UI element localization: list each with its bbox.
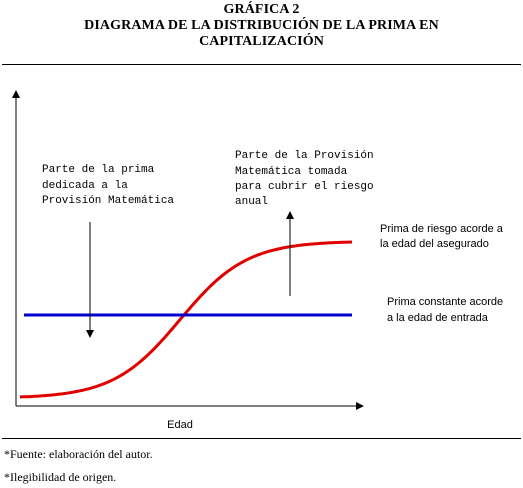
constant-label-line-2: a la edad de entrada bbox=[387, 312, 489, 324]
top-divider bbox=[2, 64, 521, 65]
series-line-risk-premium bbox=[19, 240, 353, 399]
risk-label-line-1: Prima de riesgo acorde a bbox=[380, 223, 504, 235]
figure-number: GRÁFICA 2 bbox=[223, 2, 300, 17]
footnote-legibility: *Ilegibilidad de origen. bbox=[4, 470, 117, 484]
annotation-up-line-4: anual bbox=[235, 196, 268, 208]
footnote-source: *Fuente: elaboración del autor. bbox=[4, 447, 153, 461]
annotation-down-line-2: dedicada a la bbox=[42, 180, 128, 192]
legend-label-risk-premium: Prima de riesgo acorde a la edad del ase… bbox=[380, 223, 504, 250]
chart-title-block: GRÁFICA 2 DIAGRAMA DE LA DISTRIBUCIÓN DE… bbox=[0, 2, 523, 50]
risk-label-line-2: la edad del asegurado bbox=[380, 238, 489, 250]
annotation-down-line-3: Provisión Matemática bbox=[42, 195, 174, 207]
bottom-divider bbox=[2, 438, 521, 439]
x-axis-label: Edad bbox=[167, 419, 193, 431]
annotation-up-line-3: para cubrir el riesgo bbox=[235, 181, 374, 193]
annotation-up-arrow: Parte de la Provisión Matemática tomada … bbox=[235, 150, 374, 208]
annotation-down-line-1: Parte de la prima bbox=[42, 164, 155, 176]
annotation-down-arrow: Parte de la prima dedicada a la Provisió… bbox=[42, 164, 174, 207]
chart-title-line-2: CAPITALIZACIÓN bbox=[199, 34, 324, 49]
constant-label-line-1: Prima constante acorde bbox=[387, 296, 503, 308]
annotation-up-line-2: Matemática tomada bbox=[235, 166, 348, 178]
annotation-up-line-1: Parte de la Provisión bbox=[235, 150, 374, 162]
legend-label-constant-premium: Prima constante acorde a la edad de entr… bbox=[387, 296, 503, 324]
chart-title-line-1: DIAGRAMA DE LA DISTRIBUCIÓN DE LA PRIMA … bbox=[84, 18, 439, 33]
